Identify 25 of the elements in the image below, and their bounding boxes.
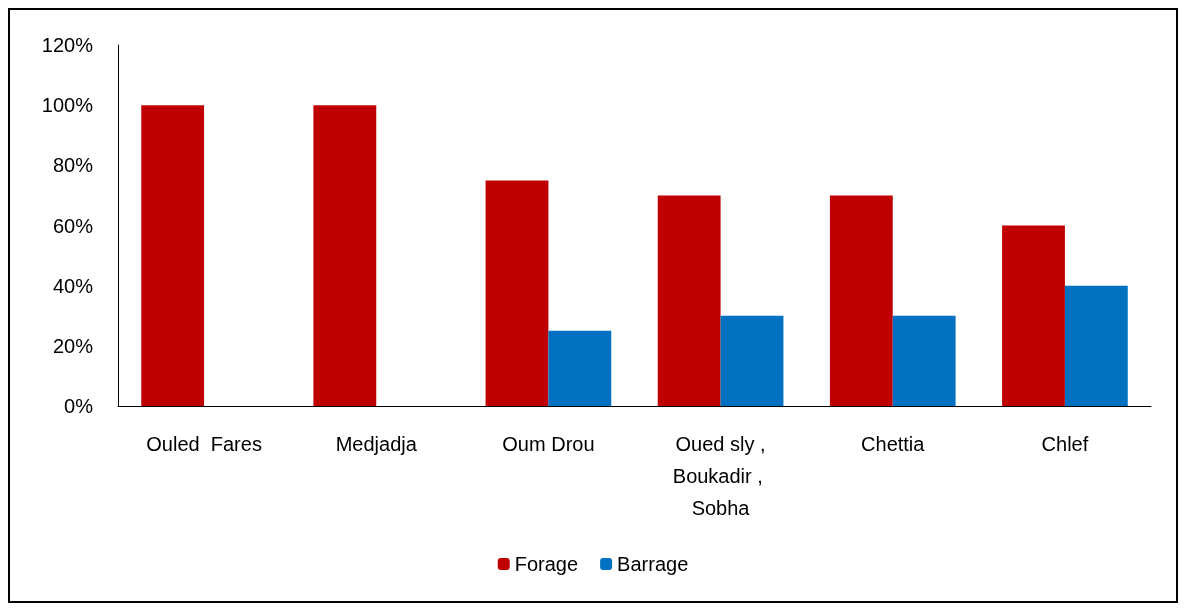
- x-tick-label: Chlef: [1041, 433, 1089, 455]
- x-tick-label: Ouled Fares: [146, 433, 262, 455]
- y-tick-label: 20%: [52, 334, 94, 357]
- y-tick-label: 80%: [52, 154, 94, 177]
- bar: [657, 195, 721, 406]
- x-tick-label: Oum Drou: [502, 433, 595, 455]
- x-tick-label: Oued sly ,Boukadir , Sobha: [672, 433, 769, 519]
- bar: [485, 180, 549, 406]
- bar: [548, 330, 612, 406]
- y-tick-label: 120%: [41, 34, 94, 56]
- bar: [313, 105, 377, 406]
- y-tick-label: 0%: [64, 395, 94, 417]
- legend-label: Barrage: [617, 553, 689, 575]
- x-tick-label: Medjadja: [335, 433, 418, 455]
- bar: [892, 315, 956, 406]
- bar: [829, 195, 893, 406]
- x-tick-label: Chettia: [861, 433, 926, 455]
- y-tick-label: 100%: [41, 94, 94, 117]
- bar: [141, 105, 205, 406]
- bar: [1064, 285, 1128, 406]
- bar: [1002, 225, 1065, 406]
- legend-label: Forage: [514, 553, 579, 575]
- bar: [720, 315, 784, 406]
- y-tick-label: 60%: [52, 214, 94, 237]
- y-tick-label: 40%: [52, 274, 94, 297]
